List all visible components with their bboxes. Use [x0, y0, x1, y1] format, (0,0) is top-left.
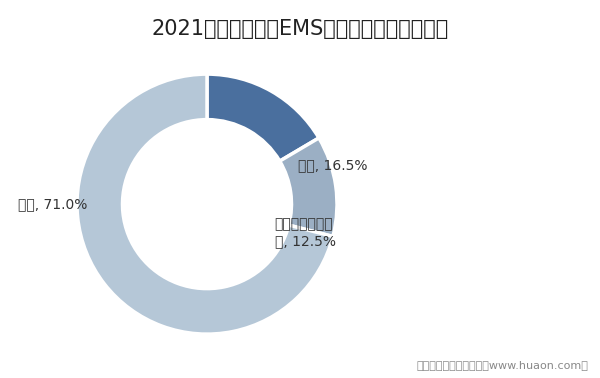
Text: 2021年全球各地区EMS行业市场份额占比情况: 2021年全球各地区EMS行业市场份额占比情况 — [151, 19, 449, 39]
Wedge shape — [77, 74, 333, 334]
Text: 制图：华经产业研究院（www.huaon.com）: 制图：华经产业研究院（www.huaon.com） — [416, 361, 588, 370]
Text: 欧洲、中东、非
洲, 12.5%: 欧洲、中东、非 洲, 12.5% — [275, 218, 335, 248]
Wedge shape — [280, 138, 337, 237]
Text: 亚太, 71.0%: 亚太, 71.0% — [19, 197, 88, 211]
Wedge shape — [207, 74, 319, 161]
Text: 美国, 16.5%: 美国, 16.5% — [298, 158, 367, 172]
